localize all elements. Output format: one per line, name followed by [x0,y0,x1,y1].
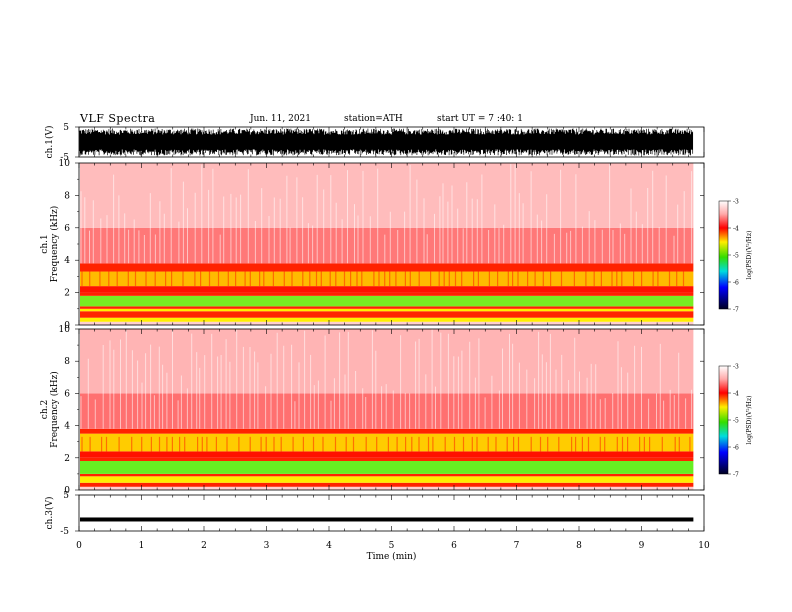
ch2-spec-ylabel: Frequency (kHz) [49,371,60,448]
ch1-spec-colorbar-tick-label: -7 [733,307,739,314]
ch1-spec-band [80,292,694,296]
start-time-label: start UT = 7 :40: 1 [437,114,523,124]
ch2-spec-colorbar-tick-label: -7 [733,472,739,479]
x-tick-label: 3 [264,541,270,551]
ch1-spec-colorbar-tick-label: -4 [733,226,739,233]
ch1-spec-band [80,227,694,264]
ch2-spec-band [80,482,694,487]
ch1-spec-bursts [81,271,685,287]
ch2-spec-ytick-label: 4 [64,422,70,432]
x-tick-label: 5 [389,541,395,551]
ch1-spec-band [80,308,694,312]
ch1-spec-band [80,295,694,307]
ch1-spec-band [80,306,694,309]
ch2-spec-colorbar-tick-label: -3 [733,364,739,371]
ch2-spec-band [80,457,694,462]
x-tick-label: 0 [76,541,82,551]
ch3-wave-ylabel: ch.3(V) [44,497,55,530]
ch2-spec-colorbar-tick-label: -6 [733,445,739,452]
ch1-spec-band [80,286,694,293]
ch1-spec-band [80,317,694,322]
chart-title: VLF Spectra [80,112,156,125]
ch1-spec-colorbar-tick-label: -5 [733,253,739,260]
ch3-wave-ytick-label: 5 [63,491,69,501]
ch1-wave-waveform [79,128,694,156]
ch1-spec-ylabel-channel: ch.1 [40,234,50,253]
ch2-spec-ytick-label: 10 [59,325,71,335]
ch1-spec-ytick-label: 2 [64,289,70,299]
ch2-spec-spectrogram [79,329,704,490]
ch1-wave-ytick-label: 5 [63,123,69,133]
x-axis-label: Time (min) [367,551,417,562]
ch2-spec-ytick-label: 0 [64,486,70,496]
ch1-spec-ytick-label: 8 [64,191,70,201]
ch1-spec-ytick-label: 0 [64,321,70,331]
ch2-spec-band [80,461,694,474]
ch2-spec-colorbar [718,365,729,475]
ch1-spec-spectrogram [79,163,704,325]
ch1-spec-colorbar-tick-label: -6 [733,280,739,287]
x-tick-label: 8 [576,541,582,551]
station-label: station=ATH [344,114,403,124]
ch1-spec-colorbar-tick-label: -3 [733,199,739,206]
x-tick-label: 6 [451,541,457,551]
ch1-spec-colorbar [718,200,729,310]
x-tick-label: 10 [698,541,710,551]
ch2-spec-colorbar-tick-label: -4 [733,391,739,398]
ch1-spec-ylabel: Frequency (kHz) [49,206,60,283]
ch1-spec-band [80,321,694,325]
ch2-spec-ylabel-channel: ch.2 [40,400,50,419]
ch2-spec-colorbar-label: log(PSD)(V²/Hz) [746,396,753,445]
ch1-spec-colorbar-label: log(PSD)(V²/Hz) [746,231,753,280]
ch3-wave-frame [78,494,705,532]
ch1-spec-band [80,163,694,228]
date-label: Jun. 11, 2021 [250,114,312,124]
ch1-spec-streaks [80,163,693,264]
ch1-spec-ytick-label: 6 [64,224,70,234]
x-tick-label: 7 [514,541,520,551]
ch3-wave-ytick-label: -5 [60,527,69,537]
ch1-spec-ytick-label: 4 [64,256,70,266]
ch2-spec-bursts [81,436,691,452]
ch2-spec-ytick-label: 2 [64,454,70,464]
x-tick-label: 9 [639,541,645,551]
ch1-wave-ytick-label: -5 [60,153,69,163]
ch1-spec-band [80,311,694,318]
ch2-spec-streaks [80,329,693,429]
ch2-spec-ytick-label: 6 [64,389,70,399]
ch1-spec-ytick-label: 10 [59,159,71,169]
ch2-spec-colorbar-tick-label: -5 [733,418,739,425]
x-tick-label: 1 [139,541,145,551]
ch1-spec-band [80,271,694,287]
ch1-wave-ylabel: ch.1(V) [44,126,55,159]
ch2-spec-band [80,476,694,483]
ch1-spec-band [80,263,694,272]
ch3-wave-waveform [80,517,694,522]
x-tick-label: 4 [326,541,332,551]
ch2-spec-band [80,451,694,458]
ch2-spec-band [80,486,694,490]
ch2-spec-band [80,473,694,477]
x-tick-label: 2 [201,541,207,551]
ch2-spec-ytick-label: 8 [64,357,70,367]
ch2-spec-band [80,428,694,434]
